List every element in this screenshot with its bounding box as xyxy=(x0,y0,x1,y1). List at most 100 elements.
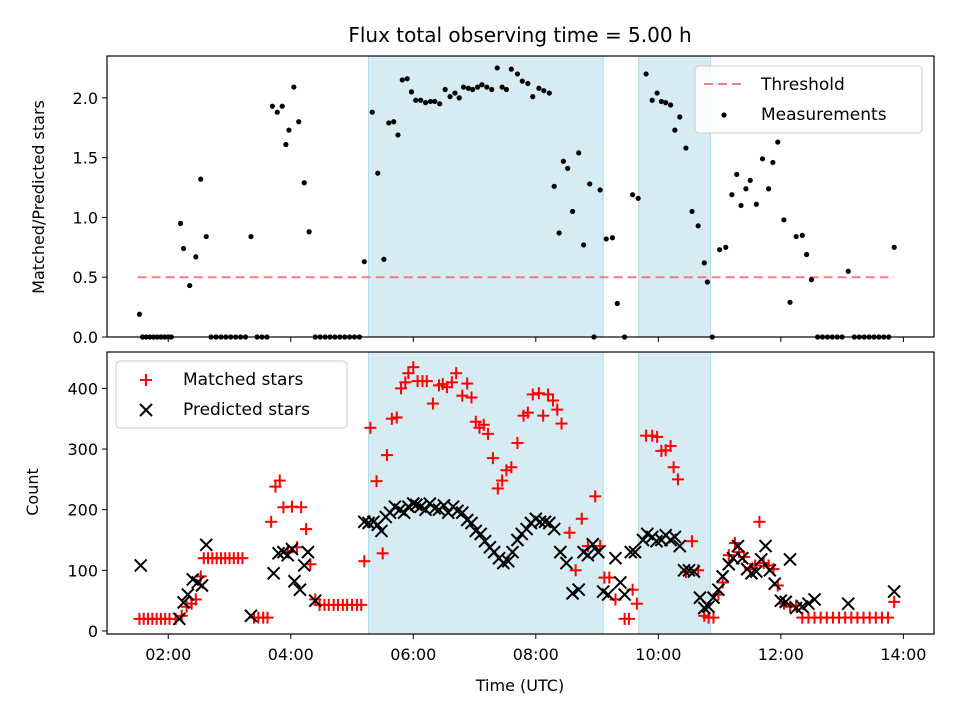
measurement-point xyxy=(525,80,531,87)
measurement-point xyxy=(541,88,547,94)
measurement-point xyxy=(427,98,434,105)
measurement-point xyxy=(460,84,467,90)
matched-stars-point xyxy=(505,461,518,474)
measurement-point xyxy=(499,84,505,90)
measurement-point xyxy=(635,195,641,201)
matched-stars-point xyxy=(671,473,684,486)
y-tick-label: 400 xyxy=(67,379,98,398)
measurement-point xyxy=(437,101,443,107)
measurement-point xyxy=(291,84,297,90)
predicted-stars-point xyxy=(636,533,650,547)
predicted-stars-point xyxy=(565,586,580,601)
measurement-point xyxy=(479,82,485,88)
measurement-point xyxy=(536,85,542,91)
matched-stars-point xyxy=(667,461,680,474)
measurement-point xyxy=(475,84,481,90)
bottom-legend-frame xyxy=(115,360,348,429)
y-tick-label: 0.5 xyxy=(73,268,98,287)
measurement-point xyxy=(546,90,552,96)
measurement-point xyxy=(279,103,285,109)
measurements-legend-label: Measurements xyxy=(761,105,887,125)
measurement-point xyxy=(248,233,254,240)
matched-stars-point xyxy=(402,367,415,380)
measurement-point xyxy=(286,127,292,133)
predicted-stars-point xyxy=(617,587,632,602)
predicted-stars-point xyxy=(763,563,777,578)
measurement-point xyxy=(770,159,776,166)
predicted-stars-point xyxy=(801,596,816,611)
matched-stars-point xyxy=(888,595,901,608)
measurement-point xyxy=(447,94,453,100)
predicted-stars-point xyxy=(758,539,773,553)
matched-stars-point xyxy=(469,415,482,428)
x-tick-label: 02:00 xyxy=(145,645,191,664)
predicted-stars-point xyxy=(172,612,186,626)
predicted-stars-point xyxy=(613,575,628,590)
predicted-stars-point xyxy=(649,534,664,548)
matched-stars-point xyxy=(551,403,564,416)
matched-stars-point xyxy=(496,474,509,487)
predicted-stars-point xyxy=(807,592,822,607)
predicted-stars-point xyxy=(774,593,788,608)
matched-stars-point xyxy=(753,515,766,528)
measurement-point xyxy=(408,89,415,95)
predicted-stars-point xyxy=(608,551,623,565)
count-panel: 0 100 200 300 400 02:00 04:00 06:00 08:00 10:00 12… xyxy=(67,351,935,664)
measurement-point xyxy=(587,181,593,187)
matched-stars-point xyxy=(358,555,371,568)
measurement-point xyxy=(386,120,392,126)
measurement-point xyxy=(442,86,448,93)
measurement-point xyxy=(187,282,193,289)
measurement-point xyxy=(470,86,476,93)
measurement-point xyxy=(787,299,793,305)
shaded-range-1 xyxy=(368,55,604,338)
predicted-stars-point xyxy=(722,557,736,571)
measurement-point xyxy=(198,176,204,182)
measurement-point xyxy=(845,268,851,274)
predicted-stars-point xyxy=(374,524,389,538)
predicted-stars-point xyxy=(586,537,600,551)
matched-stars-point xyxy=(445,376,458,389)
measurement-point xyxy=(395,132,401,138)
matched-stars-point xyxy=(399,376,412,389)
predicted-stars-point xyxy=(538,515,552,529)
measurement-point xyxy=(375,170,381,176)
measurement-point xyxy=(766,186,772,192)
predicted-stars-point xyxy=(464,516,479,530)
matched-stars-point xyxy=(526,388,539,401)
measurement-point xyxy=(269,103,275,109)
measurement-point xyxy=(734,171,740,177)
predicted-stars-point xyxy=(406,496,421,511)
matched-stars-point xyxy=(300,523,313,536)
matched-stars-point xyxy=(461,377,474,390)
measurement-point xyxy=(677,114,683,120)
measurement-point xyxy=(361,259,367,265)
measurement-point xyxy=(609,235,615,241)
predicted-stars-point xyxy=(409,498,424,512)
x-axis-label: Time (UTC) xyxy=(475,676,564,695)
predicted-stars-point xyxy=(553,545,568,559)
predicted-stars-point xyxy=(285,542,299,556)
measurement-point xyxy=(274,109,280,115)
matched-stars-point xyxy=(630,597,643,610)
matched-stars-point xyxy=(882,611,895,624)
measurement-point xyxy=(432,98,438,105)
measurement-point xyxy=(723,244,729,250)
measurement-point xyxy=(603,236,609,242)
measurement-point xyxy=(695,223,701,229)
measurement-point xyxy=(494,65,500,71)
measurement-point xyxy=(456,95,462,101)
predicted-stars-point xyxy=(887,584,901,599)
measurement-point xyxy=(658,98,664,105)
matched-stars-point xyxy=(261,611,274,624)
matched-stars-point xyxy=(295,501,308,514)
predicted-stars-point xyxy=(293,583,307,597)
predicted-stars-point xyxy=(783,552,797,567)
measurement-point xyxy=(683,145,689,151)
measurement-point xyxy=(672,127,678,133)
measurement-point xyxy=(729,192,735,198)
predicted-stars-point xyxy=(711,583,726,597)
measurement-point xyxy=(643,71,649,77)
predicted-stars-point xyxy=(308,593,322,608)
